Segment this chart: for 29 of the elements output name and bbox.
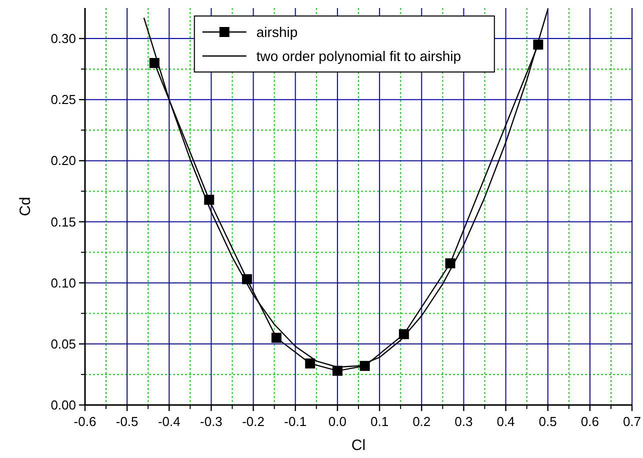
- x-tick-label: -0.4: [158, 414, 180, 429]
- legend-label: two order polynomial fit to airship: [256, 48, 462, 64]
- x-tick-label: 0.6: [580, 414, 599, 429]
- point: [445, 258, 456, 268]
- y-tick-label: 0.10: [50, 275, 76, 290]
- y-tick-label: 0.30: [50, 31, 76, 46]
- legend-label: airship: [256, 24, 298, 40]
- y-tick-label: 0.00: [50, 398, 76, 413]
- y-tick-label: 0.25: [50, 92, 76, 108]
- x-tick-label: -0.5: [116, 414, 138, 429]
- y-axis-title: Cd: [17, 196, 34, 216]
- y-tick-label: 0.05: [50, 336, 76, 352]
- y-tick-label: 0.15: [50, 214, 76, 230]
- point: [332, 366, 342, 376]
- x-tick-label: 0.2: [412, 414, 431, 429]
- x-tick-label: -0.1: [284, 414, 307, 429]
- x-tick-label: 0.0: [328, 414, 346, 429]
- x-tick-label: -0.3: [200, 414, 222, 429]
- x-tick-label: -0.2: [242, 414, 265, 429]
- x-tick-label: 0.7: [622, 414, 642, 429]
- point: [271, 332, 282, 343]
- y-tick-label: 0.20: [50, 153, 76, 168]
- x-tick-label: 0.1: [370, 414, 389, 429]
- x-axis-title: Cl: [351, 437, 366, 454]
- x-tick-label: -0.6: [74, 414, 96, 429]
- x-tick-label: 0.4: [496, 414, 515, 429]
- x-tick-label: 0.3: [454, 414, 473, 429]
- x-tick-label: 0.5: [538, 414, 557, 429]
- point: [305, 358, 316, 368]
